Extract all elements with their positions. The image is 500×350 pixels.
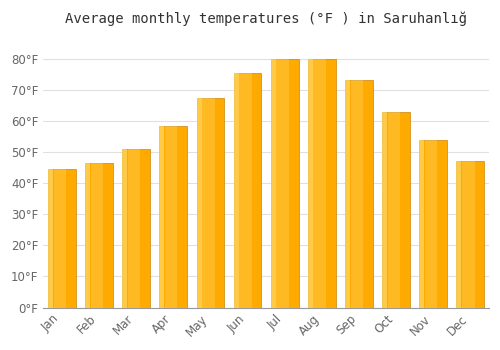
Bar — [239, 73, 252, 308]
Bar — [165, 126, 177, 308]
Bar — [54, 169, 66, 308]
Bar — [48, 169, 76, 308]
Bar — [196, 98, 202, 308]
Bar — [456, 161, 484, 308]
Bar — [425, 140, 438, 308]
Bar — [160, 126, 187, 308]
Bar — [345, 80, 350, 308]
Bar — [90, 163, 103, 308]
Bar — [202, 98, 214, 308]
Bar — [85, 163, 90, 308]
Bar — [456, 161, 462, 308]
Bar — [234, 73, 238, 308]
Bar — [122, 149, 128, 308]
Bar — [420, 140, 424, 308]
Bar — [314, 58, 326, 308]
Bar — [85, 163, 113, 308]
Bar — [462, 161, 474, 308]
Bar — [160, 126, 164, 308]
Bar — [382, 112, 387, 308]
Bar — [271, 58, 276, 308]
Bar — [388, 112, 400, 308]
Bar — [196, 98, 224, 308]
Title: Average monthly temperatures (°F ) in Saruhanlığ: Average monthly temperatures (°F ) in Sa… — [65, 11, 467, 26]
Bar — [350, 80, 363, 308]
Bar — [128, 149, 140, 308]
Bar — [308, 58, 313, 308]
Bar — [382, 112, 410, 308]
Bar — [271, 58, 298, 308]
Bar — [420, 140, 447, 308]
Bar — [308, 58, 336, 308]
Bar — [48, 169, 53, 308]
Bar — [122, 149, 150, 308]
Bar — [276, 58, 289, 308]
Bar — [234, 73, 262, 308]
Bar — [345, 80, 373, 308]
